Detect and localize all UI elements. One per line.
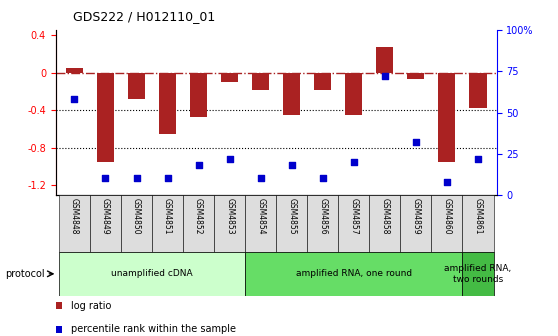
Text: GSM4859: GSM4859 <box>411 198 420 235</box>
Text: percentile rank within the sample: percentile rank within the sample <box>71 324 236 334</box>
Point <box>349 159 358 165</box>
Bar <box>214 195 245 252</box>
Text: GSM4849: GSM4849 <box>101 198 110 235</box>
Point <box>194 163 203 168</box>
Text: GSM4861: GSM4861 <box>474 198 483 234</box>
Bar <box>463 195 493 252</box>
Bar <box>345 73 362 115</box>
Text: GSM4848: GSM4848 <box>70 198 79 234</box>
Point <box>163 176 172 181</box>
Text: GSM4857: GSM4857 <box>349 198 358 235</box>
Text: amplified RNA, one round: amplified RNA, one round <box>296 269 412 278</box>
Point <box>318 176 327 181</box>
Bar <box>314 73 331 89</box>
Bar <box>152 195 183 252</box>
Bar <box>121 195 152 252</box>
Bar <box>59 252 245 296</box>
Point <box>287 163 296 168</box>
Text: GSM4851: GSM4851 <box>163 198 172 234</box>
Bar <box>369 195 401 252</box>
Point <box>256 176 265 181</box>
Text: GSM4858: GSM4858 <box>381 198 389 234</box>
Point <box>70 97 79 102</box>
Text: GSM4860: GSM4860 <box>442 198 451 235</box>
Text: GSM4856: GSM4856 <box>318 198 328 235</box>
Bar <box>401 195 431 252</box>
Text: GSM4852: GSM4852 <box>194 198 203 234</box>
Bar <box>183 195 214 252</box>
Bar <box>283 73 300 115</box>
Point <box>411 139 420 145</box>
Bar <box>245 252 463 296</box>
Bar <box>469 73 487 108</box>
Bar <box>59 195 90 252</box>
Bar <box>66 68 83 73</box>
Bar <box>90 195 121 252</box>
Bar <box>307 195 338 252</box>
Bar <box>252 73 269 89</box>
Bar <box>463 252 493 296</box>
Bar <box>245 195 276 252</box>
Bar <box>376 47 393 73</box>
Point <box>381 74 389 79</box>
Bar <box>431 195 463 252</box>
Text: protocol: protocol <box>6 269 45 279</box>
Text: GSM4855: GSM4855 <box>287 198 296 235</box>
Point <box>101 176 110 181</box>
Point <box>474 156 483 161</box>
Text: GSM4853: GSM4853 <box>225 198 234 235</box>
Bar <box>128 73 145 99</box>
Point <box>442 179 451 184</box>
Bar <box>276 195 307 252</box>
Point <box>225 156 234 161</box>
Bar <box>159 73 176 134</box>
Bar <box>407 73 425 79</box>
Text: GSM4850: GSM4850 <box>132 198 141 235</box>
Text: GDS222 / H012110_01: GDS222 / H012110_01 <box>73 10 215 24</box>
Text: unamplified cDNA: unamplified cDNA <box>111 269 193 278</box>
Bar <box>221 73 238 82</box>
Point <box>132 176 141 181</box>
Text: GSM4854: GSM4854 <box>256 198 265 235</box>
Text: amplified RNA,
two rounds: amplified RNA, two rounds <box>444 264 512 284</box>
Bar <box>190 73 207 117</box>
Text: log ratio: log ratio <box>71 301 111 311</box>
Bar <box>97 73 114 162</box>
Bar <box>338 195 369 252</box>
Bar <box>439 73 455 162</box>
